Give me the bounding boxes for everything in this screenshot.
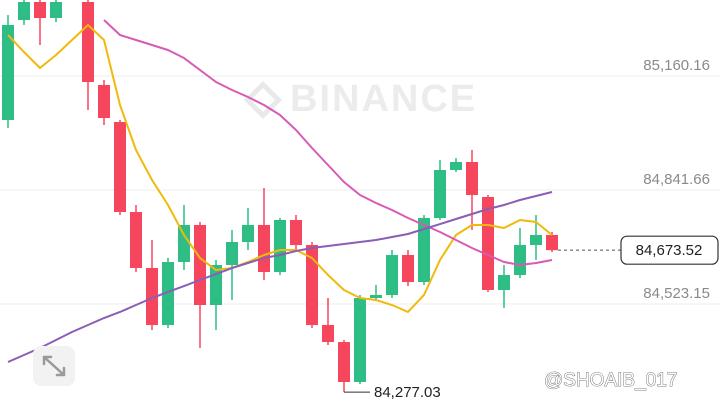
candle-body: [466, 161, 478, 195]
watermark-logo: [243, 80, 283, 120]
candle-body: [514, 244, 526, 275]
low-marker-label: 84,277.03: [374, 384, 441, 401]
candle-body: [34, 2, 46, 19]
candle-body: [322, 324, 334, 343]
candle-body: [386, 255, 398, 295]
candle-body: [82, 2, 94, 82]
candle-body: [162, 261, 174, 325]
candle-body: [146, 268, 158, 325]
candle-body: [130, 211, 142, 269]
candle-body: [18, 2, 30, 21]
candle-body: [194, 224, 206, 306]
expand-button[interactable]: [33, 346, 75, 386]
candle-body: [226, 241, 238, 266]
candle-body: [450, 161, 462, 171]
candle-body: [402, 255, 414, 283]
candle-body: [258, 224, 270, 273]
candle-body: [434, 170, 446, 219]
last-price-box: [620, 235, 719, 265]
y-tick-label: 84,523.15: [643, 285, 710, 302]
credit-watermark: @SHOAIB_017: [544, 370, 677, 391]
candle-body: [306, 244, 318, 325]
candle-body: [98, 85, 110, 119]
candle-body: [530, 235, 542, 245]
y-tick-label: 84,841.66: [643, 171, 710, 188]
candle-body: [354, 298, 366, 383]
watermark: BINANCE: [290, 78, 477, 120]
candle-body: [290, 220, 302, 245]
candle-body: [178, 224, 190, 262]
candle-body: [498, 274, 510, 290]
candle-body: [114, 122, 126, 212]
ma-line: [7, 191, 553, 363]
candle-body: [370, 294, 382, 299]
candle-body: [418, 218, 430, 283]
y-tick-label: 85,160.16: [643, 57, 710, 74]
candle-body: [242, 224, 254, 242]
candle-body: [50, 2, 62, 19]
candle-body: [274, 220, 286, 273]
ma-line: [103, 19, 553, 267]
last-price-label: 84,673.52: [636, 242, 703, 259]
ma-line: [7, 23, 553, 313]
candle-body: [2, 24, 14, 121]
candle-body: [546, 235, 558, 251]
candle-body: [482, 196, 494, 290]
candle-body: [338, 342, 350, 383]
